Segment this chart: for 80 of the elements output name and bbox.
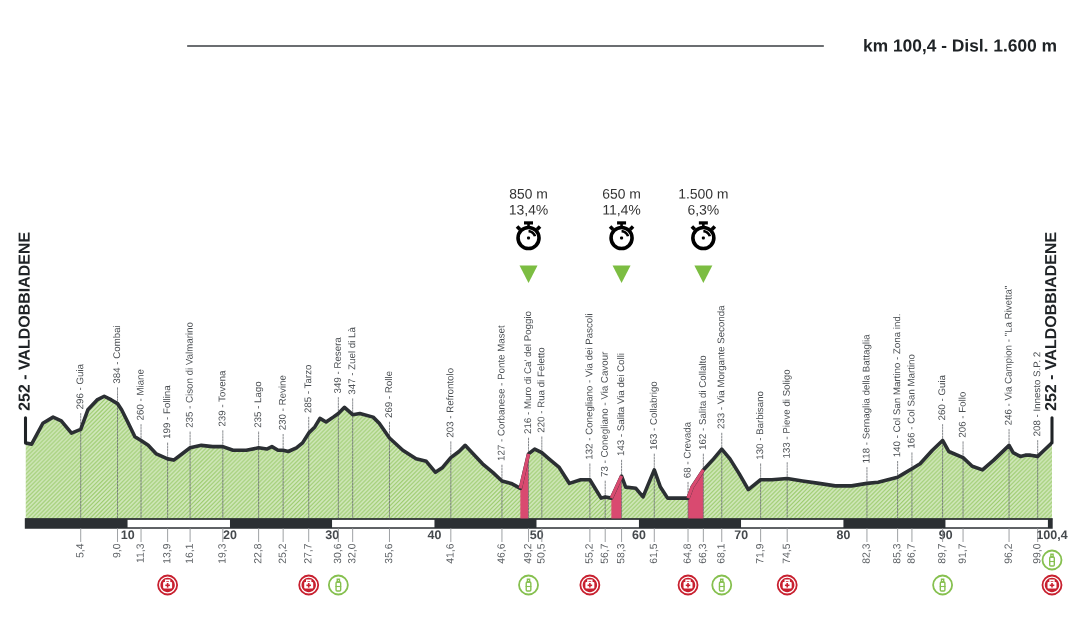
x2-tick-label: 16,1 <box>185 544 195 563</box>
x-tick-label: 60 <box>632 530 646 540</box>
x2-tick-label: 27,7 <box>304 544 313 564</box>
annotation: 166 - Col San Martino <box>907 354 915 448</box>
x2-tick-label: 55,2 <box>585 544 594 564</box>
x-tick-label: 50 <box>530 530 544 540</box>
x2-tick-label: 19,3 <box>218 543 227 563</box>
annotation: 252 - VALDOBBIADENE <box>18 232 30 411</box>
x-tick-label: 100,4 <box>1037 530 1068 541</box>
x-tick-label: 70 <box>734 530 748 540</box>
x-tick-label: 90 <box>939 530 953 540</box>
annotation: 252 - VALDOBBIADENE <box>1044 232 1057 411</box>
annotation: 347 - Zuel di Là <box>348 327 356 395</box>
x2-tick-label: 30,6 <box>333 543 343 564</box>
x2-tick-label: 58,3 <box>616 543 626 564</box>
annotation: 235 - Cison di Valmarino <box>185 322 193 428</box>
x2-tick-label: 5,4 <box>76 543 85 558</box>
x2-tick-label: 99,0 <box>1033 543 1042 564</box>
text: 650 m 11,4% <box>602 188 641 217</box>
x2-tick-label: 64,8 <box>683 543 693 564</box>
annotation: 118 - Sernaglia della Battaglia <box>862 334 872 463</box>
x-tick-label: 30 <box>325 530 339 540</box>
x2-tick-label: 86,7 <box>907 544 916 564</box>
annotation: 285 - Tarzo <box>304 365 312 413</box>
annotation: 384 - Combai <box>112 325 121 384</box>
annotation: 206 - Follo <box>958 392 966 438</box>
annotation: 203 - Refrontolo <box>446 368 454 438</box>
annotation: 269 - Rolle <box>384 371 393 418</box>
x2-tick-label: 91,7 <box>958 544 968 564</box>
x2-tick-label: 61,5 <box>649 543 659 564</box>
x2-tick-label: 35,6 <box>384 543 394 564</box>
x2-tick-label: 22,8 <box>254 543 263 564</box>
x-tick-label: 40 <box>427 530 441 540</box>
annotation: 246 - Via Campion - "La Rivetta" <box>1004 286 1014 425</box>
annotation: 133 - Pieve di Soligo <box>782 369 792 458</box>
annotation: 163 - Collabrigo <box>649 381 659 450</box>
x2-tick-label: 9,0 <box>112 543 122 558</box>
x2-tick-label: 41,6 <box>446 543 455 564</box>
x-tick-label: 80 <box>836 530 850 540</box>
annotation: 73 - Conegliano - Via Cavour <box>600 351 610 477</box>
annotation: 239 - Tovena <box>218 370 226 427</box>
x2-tick-label: 49,2 <box>523 544 533 564</box>
annotation: 235 - Lago <box>254 381 264 428</box>
annotation: 230 - Revine <box>278 375 286 430</box>
annotation: 127 - Corbanese - Ponte Maset <box>497 325 505 461</box>
x2-tick-label: 89,7 <box>938 544 947 564</box>
x2-tick-label: 96,2 <box>1004 544 1014 564</box>
annotation: 233 - Via Morgante Seconda <box>717 305 727 429</box>
annotation: 296 - Guia <box>76 364 84 409</box>
x2-tick-label: 32,0 <box>348 543 357 564</box>
annotation: 130 - Barbisano <box>756 391 764 459</box>
annotation: 260 - Miane <box>136 369 144 420</box>
annotation: 140 - Col San Martino - Zona ind. <box>893 314 901 457</box>
x2-tick-label: 50,5 <box>537 543 546 564</box>
x2-tick-label: 66,3 <box>698 543 708 564</box>
annotation: 208 - Innesto S.P. 2 <box>1033 352 1041 436</box>
x2-tick-label: 68,1 <box>717 544 726 564</box>
x2-tick-label: 11,3 <box>136 543 146 563</box>
x2-tick-label: 82,3 <box>862 543 871 564</box>
x-tick-label: 20 <box>223 530 237 540</box>
x2-tick-label: 25,2 <box>278 544 288 564</box>
x-tick-label: 10 <box>121 530 135 540</box>
annotation: 132 - Conegliano - Via dei Pascoli <box>585 314 595 459</box>
x2-tick-label: 85,3 <box>893 543 902 564</box>
annotation: 162 - Salita di Collalto <box>698 355 706 450</box>
x2-tick-label: 13,9 <box>163 543 172 563</box>
annotation: 220 - Rua di Feletto <box>537 347 545 433</box>
annotation: 216 - Muro di Ca' del Poggio <box>523 311 534 434</box>
x2-tick-label: 74,5 <box>782 543 792 564</box>
annotation: 143 - Salita Via dei Colli <box>617 353 625 456</box>
annotation: 260 - Guia <box>938 375 946 420</box>
annotation: 349 - Resera <box>334 337 341 394</box>
annotation: 199 - Follina <box>163 385 171 439</box>
chart-title: km 100,4 - Disl. 1.600 m <box>864 38 1056 55</box>
x2-tick-label: 71,9 <box>756 543 765 564</box>
annotation: 68 - Crevada <box>683 421 691 478</box>
text: 850 m 13,4% <box>509 188 548 217</box>
x2-tick-label: 46,6 <box>497 543 506 564</box>
text: 1.500 m 6,3% <box>679 188 728 217</box>
x2-tick-label: 56,7 <box>600 544 610 564</box>
